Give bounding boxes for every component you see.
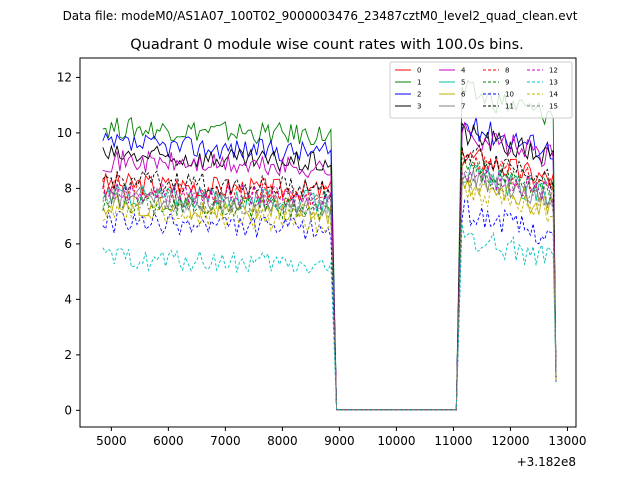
x-axis: 5000 6000 7000 8000 9000 10000 11000 12000 13000 — [96, 427, 587, 448]
series-line-14 — [102, 179, 557, 411]
series-layer — [102, 79, 557, 411]
series-line-10 — [102, 199, 557, 411]
series-line-1 — [102, 79, 557, 411]
legend-label: 13 — [549, 79, 558, 87]
y-tick-label: 6 — [64, 237, 72, 251]
y-tick-label: 12 — [57, 70, 72, 84]
series-line-11 — [102, 143, 557, 411]
series-line-13 — [102, 224, 557, 411]
legend-label: 4 — [461, 67, 466, 75]
legend-label: 2 — [417, 91, 421, 99]
legend-label: 14 — [549, 91, 558, 99]
legend-label: 5 — [461, 79, 465, 87]
legend-label: 7 — [461, 103, 465, 111]
legend-label: 6 — [461, 91, 466, 99]
series-line-3 — [102, 122, 557, 411]
y-tick-label: 8 — [64, 181, 72, 195]
series-line-4 — [102, 121, 557, 411]
legend-label: 12 — [549, 67, 558, 75]
x-tick-label: 6000 — [153, 434, 184, 448]
x-tick-label: 9000 — [324, 434, 355, 448]
legend-label: 15 — [549, 103, 558, 111]
legend-label: 10 — [505, 91, 514, 99]
x-tick-label: 11000 — [434, 434, 472, 448]
legend-frame — [389, 61, 573, 119]
x-tick-label: 13000 — [548, 434, 586, 448]
x-tick-label: 5000 — [96, 434, 127, 448]
chart-title: Quadrant 0 module wise count rates with … — [130, 37, 524, 53]
legend-label: 9 — [505, 79, 509, 87]
y-tick-label: 2 — [64, 348, 72, 362]
legend-label: 1 — [417, 79, 421, 87]
x-tick-label: 12000 — [491, 434, 529, 448]
legend-label: 11 — [505, 103, 514, 111]
x-tick-label: 10000 — [377, 434, 415, 448]
series-line-9 — [102, 158, 557, 411]
plot-frame — [79, 57, 577, 428]
series-line-12 — [102, 165, 557, 411]
series-line-2 — [102, 116, 557, 411]
figure-suptitle: Data file: modeM0/AS1A07_100T02_90000034… — [63, 9, 578, 23]
y-tick-label: 10 — [57, 126, 72, 140]
x-tick-label: 7000 — [210, 434, 241, 448]
series-line-6 — [102, 177, 557, 411]
x-offset-label: +3.182e8 — [517, 455, 576, 469]
series-line-15 — [102, 169, 557, 411]
y-tick-label: 4 — [64, 292, 72, 306]
y-axis: 0 2 4 6 8 10 12 — [57, 70, 80, 417]
x-tick-label: 8000 — [267, 434, 298, 448]
legend-label: 0 — [417, 67, 421, 75]
y-tick-label: 0 — [64, 403, 72, 417]
plot-area — [79, 57, 577, 428]
legend-label: 8 — [505, 67, 509, 75]
legend-label: 3 — [417, 103, 421, 111]
